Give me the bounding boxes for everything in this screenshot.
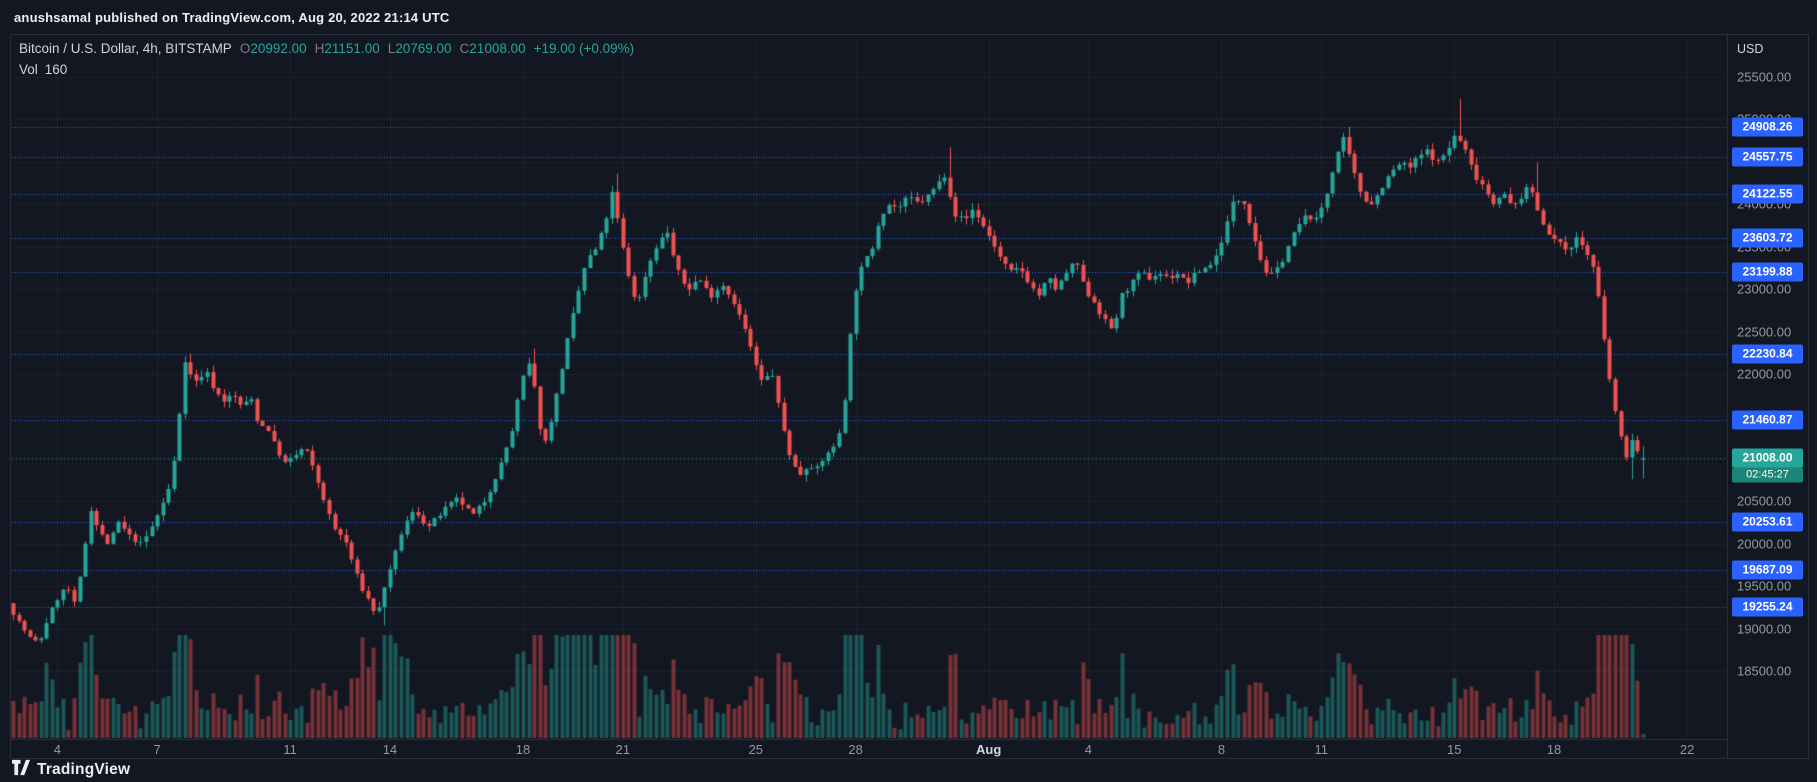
time-tick-label: 18 xyxy=(515,742,531,757)
alert-price-badge[interactable]: 20253.61 xyxy=(1732,512,1803,532)
alert-price-badge[interactable]: 22230.84 xyxy=(1732,344,1803,364)
time-tick-label: 18 xyxy=(1546,742,1562,757)
time-tick-label: 7 xyxy=(153,742,161,757)
symbol-legend[interactable]: Bitcoin / U.S. Dollar, 4h, BITSTAMP O209… xyxy=(19,41,634,56)
ohlc-close: C21008.00 xyxy=(460,41,526,56)
price-tick-label: 18500.00 xyxy=(1737,663,1792,679)
alert-price-badge[interactable]: 23199.88 xyxy=(1732,262,1803,282)
alert-price-badge[interactable]: 19255.24 xyxy=(1732,597,1803,617)
footer-brand-bar[interactable]: TradingView xyxy=(12,759,130,781)
low-label: L xyxy=(387,41,396,56)
price-tick-label: 19500.00 xyxy=(1737,578,1792,594)
price-tick-label: 20000.00 xyxy=(1737,536,1792,552)
time-tick-label: 15 xyxy=(1447,742,1462,757)
time-tick-label: Aug xyxy=(975,742,1002,757)
ohlc-high: H21151.00 xyxy=(315,41,380,56)
open-label: O xyxy=(239,41,251,56)
volume-value: 160 xyxy=(44,62,68,77)
price-tick-label: 22500.00 xyxy=(1737,324,1792,340)
alert-price-badge[interactable]: 24908.26 xyxy=(1732,117,1803,137)
publish-text: anushsamal published on TradingView.com,… xyxy=(14,9,450,25)
alert-price-badge[interactable]: 21460.87 xyxy=(1732,410,1803,430)
price-tick-label: 22000.00 xyxy=(1737,366,1792,382)
price-tick-label: 19000.00 xyxy=(1737,621,1792,637)
candle-countdown-badge: 02:45:27 xyxy=(1732,467,1803,483)
volume-label: Vol xyxy=(19,62,38,77)
time-axis[interactable]: 4 7 11 14 18 21 25 28 Aug 4 8 11 15 18 22 xyxy=(11,740,1727,758)
high-label: H xyxy=(314,41,325,56)
brand-wordmark: TradingView xyxy=(37,761,131,778)
axis-currency-label: USD xyxy=(1737,42,1764,56)
alert-price-badge[interactable]: 19687.09 xyxy=(1732,560,1803,580)
time-tick-label: 4 xyxy=(1084,742,1093,757)
ohlc-open: O20992.00 xyxy=(240,41,307,56)
alert-price-badge[interactable]: 24557.75 xyxy=(1732,147,1803,167)
time-tick-label: 4 xyxy=(53,742,61,757)
time-tick-label: 8 xyxy=(1217,742,1226,757)
volume-legend[interactable]: Vol 160 xyxy=(19,62,67,77)
close-value: 21008.00 xyxy=(469,41,526,56)
close-label: C xyxy=(459,41,470,56)
open-value: 20992.00 xyxy=(250,41,307,56)
time-tick-label: 14 xyxy=(382,742,398,757)
alert-price-badge[interactable]: 24122.55 xyxy=(1732,184,1803,204)
time-tick-label: 11 xyxy=(283,742,297,757)
price-tick-label: 20500.00 xyxy=(1737,493,1792,509)
alert-price-badge[interactable]: 23603.72 xyxy=(1732,228,1803,248)
time-tick-label: 25 xyxy=(748,742,764,757)
last-price-badge: 21008.00 xyxy=(1732,448,1803,468)
price-axis-separator xyxy=(1727,35,1728,758)
ohlc-low: L20769.00 xyxy=(388,41,452,56)
time-tick-label: 11 xyxy=(1314,742,1328,757)
price-tick-label: 23000.00 xyxy=(1737,281,1792,297)
publish-bar: anushsamal published on TradingView.com,… xyxy=(0,0,1817,34)
time-tick-label: 22 xyxy=(1679,742,1695,757)
time-tick-label: 21 xyxy=(615,742,630,757)
price-axis[interactable]: USD 18500.00 19000.00 19500.00 20000.00 2050… xyxy=(1728,35,1808,758)
change-value: +19.00 (+0.09%) xyxy=(533,41,635,56)
tradingview-logo-icon xyxy=(12,759,30,781)
price-chart-canvas[interactable] xyxy=(11,35,1727,739)
time-tick-label: 28 xyxy=(848,742,863,757)
symbol-title: Bitcoin / U.S. Dollar, 4h, BITSTAMP xyxy=(19,41,232,56)
low-value: 20769.00 xyxy=(395,41,452,56)
chart-frame: Bitcoin / U.S. Dollar, 4h, BITSTAMP O209… xyxy=(10,34,1809,759)
high-value: 21151.00 xyxy=(324,41,380,56)
price-tick-label: 25500.00 xyxy=(1737,69,1792,85)
time-axis-separator xyxy=(11,739,1727,740)
